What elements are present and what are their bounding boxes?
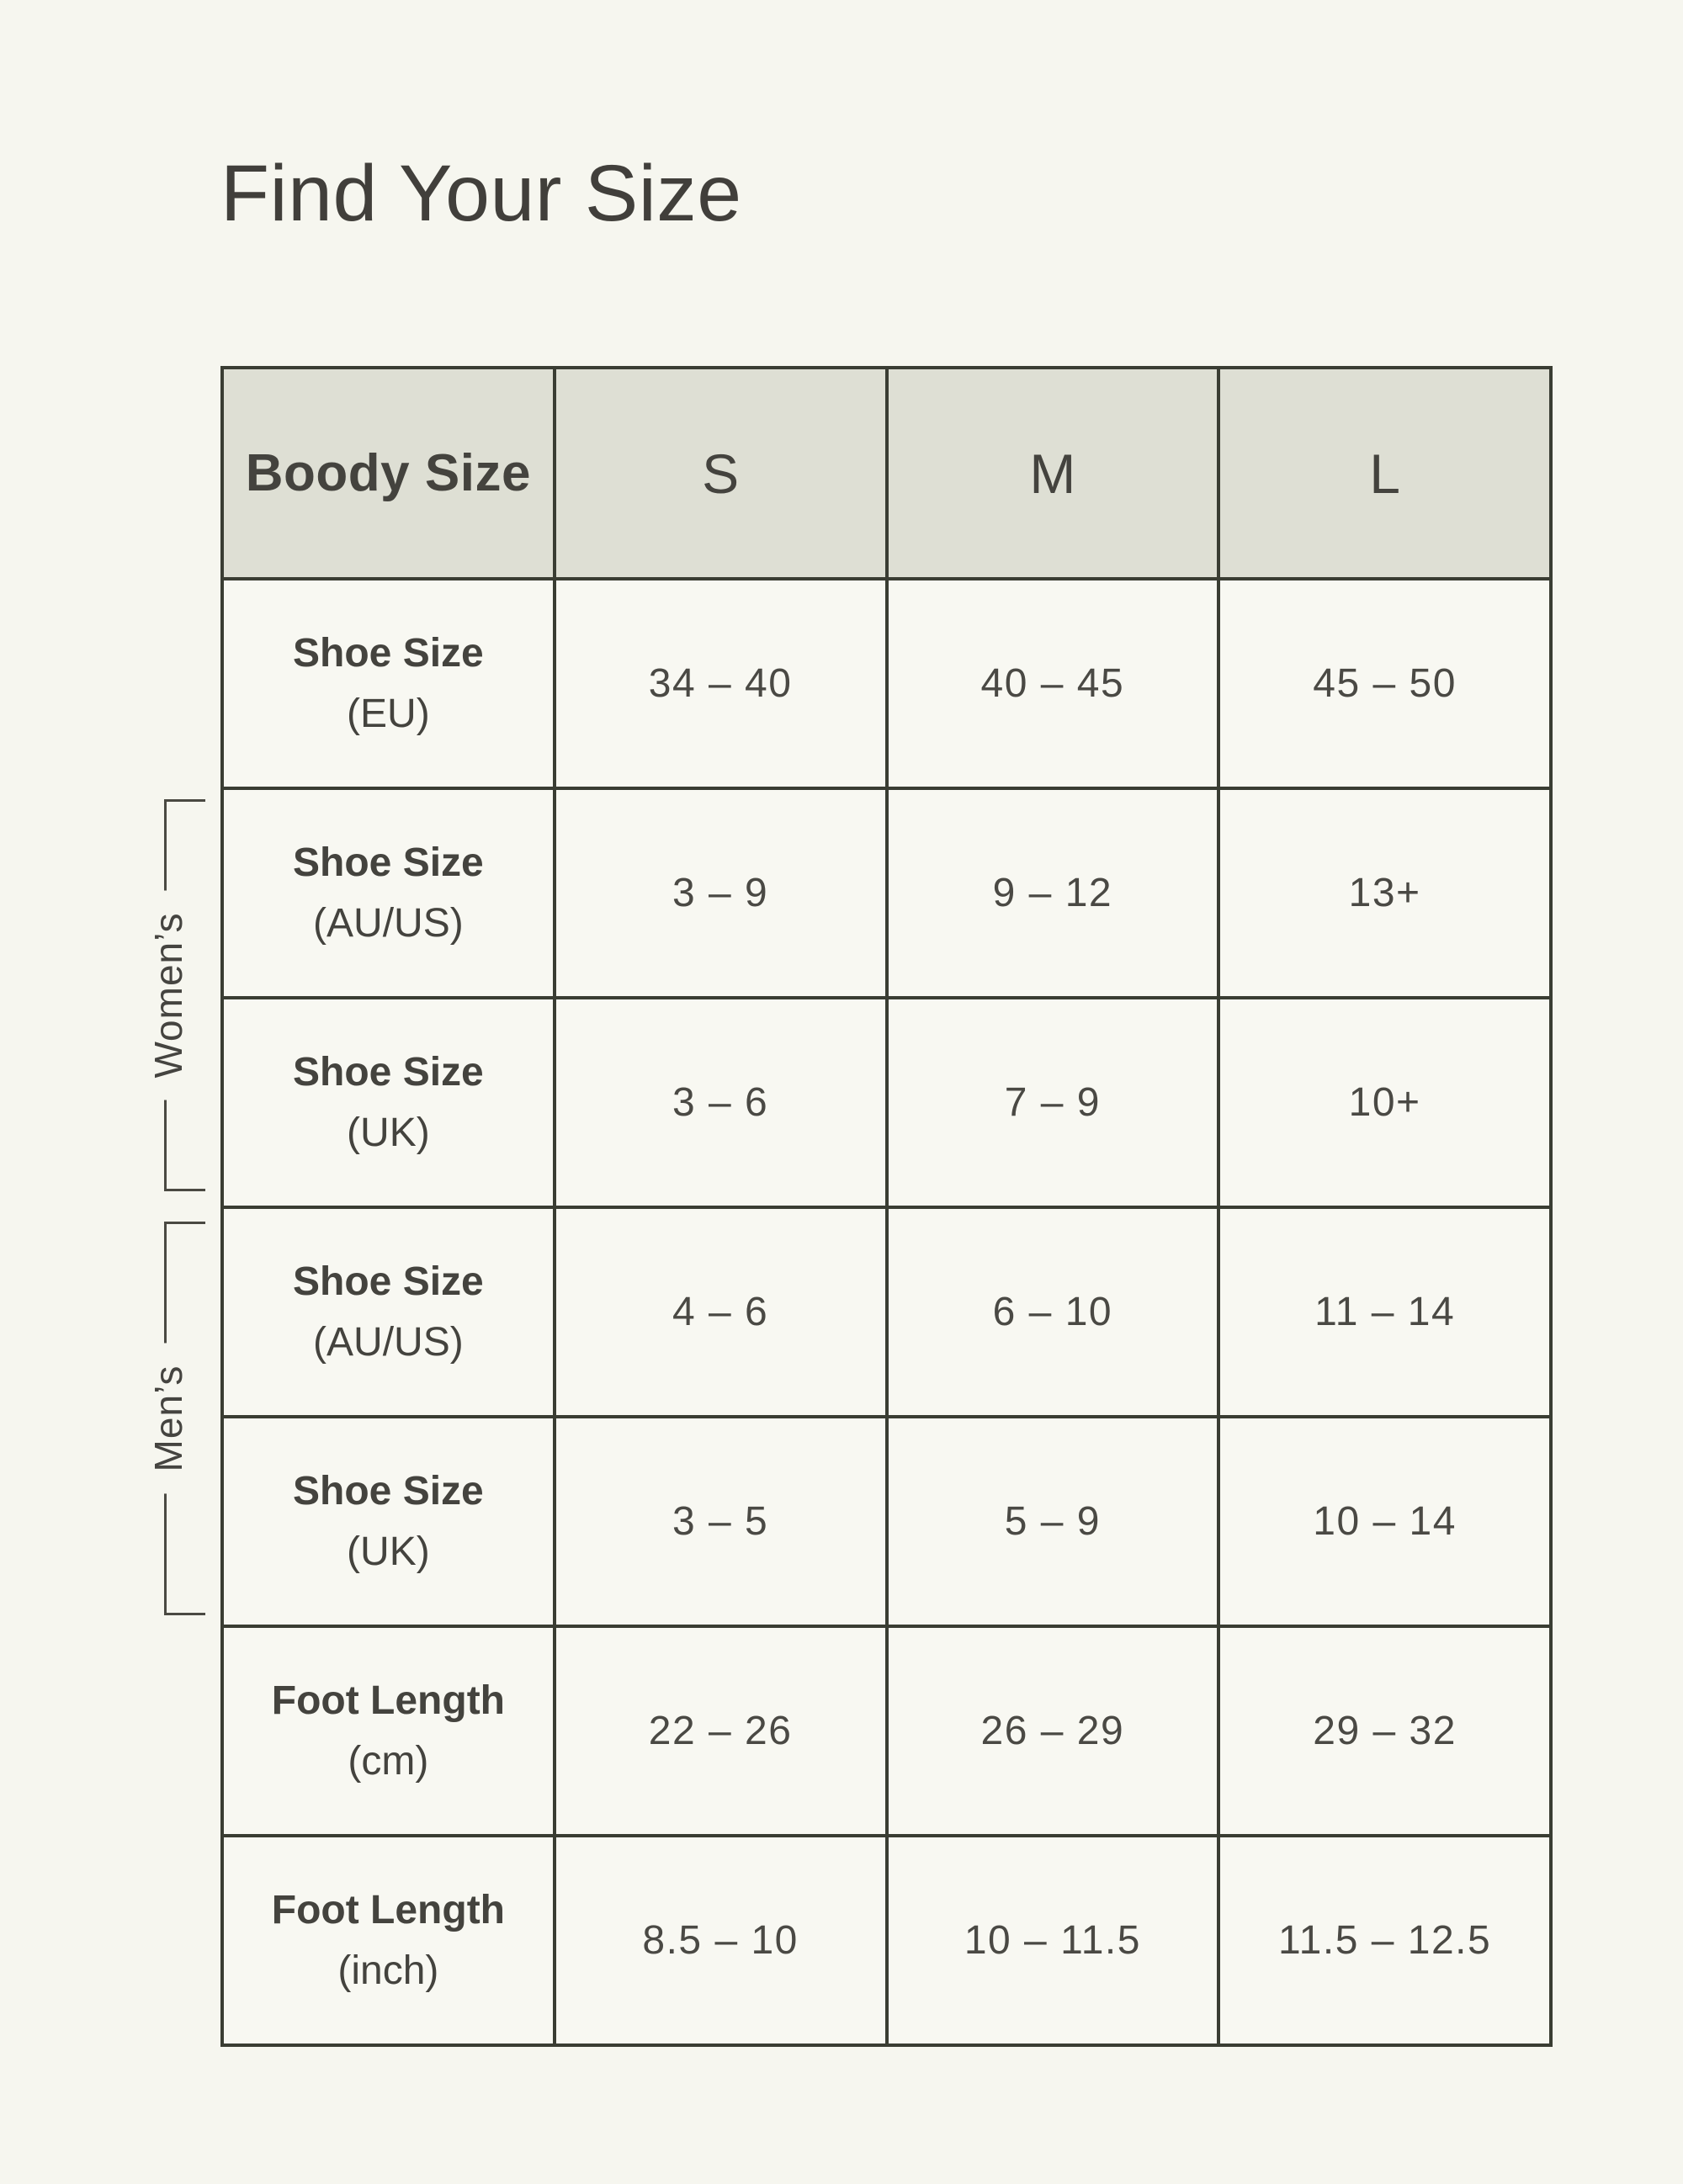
table-row-shoe-size-uk-womens: Shoe Size (UK) 3 – 6 7 – 9 10+ [220,996,1553,1209]
cell-mens-au-us-s: 4 – 6 [552,1206,889,1418]
cell-mens-au-us-l: 11 – 14 [1217,1206,1553,1418]
row-label-shoe-size-au-us-mens: Shoe Size (AU/US) [220,1206,556,1418]
row-label-text: Shoe Size [293,1468,484,1513]
row-label-text: Foot Length [271,1887,505,1932]
row-label-text: Shoe Size [293,1049,484,1095]
cell-eu-m: 40 – 45 [884,577,1221,790]
table-row-foot-length-inch: Foot Length (inch) 8.5 – 10 10 – 11.5 11… [220,1834,1553,2047]
row-label-shoe-size-au-us-womens: Shoe Size (AU/US) [220,787,556,999]
cell-foot-cm-m: 26 – 29 [884,1625,1221,1837]
row-label-text: Shoe Size [293,1259,484,1304]
header-size-s: S [552,366,889,580]
mens-group-label: Men’s [142,1343,194,1494]
mens-group-bracket: Men’s [142,1222,205,1615]
cell-foot-inch-s: 8.5 – 10 [552,1834,889,2047]
header-boody-size: Boody Size [220,366,556,580]
cell-womens-au-us-l: 13+ [1217,787,1553,999]
row-label-foot-length-inch: Foot Length (inch) [220,1834,556,2047]
row-sublabel-text: (cm) [348,1738,429,1784]
row-sublabel-text: (AU/US) [313,900,464,946]
table-row-shoe-size-au-us-womens: Shoe Size (AU/US) 3 – 9 9 – 12 13+ [220,787,1553,999]
table-row-shoe-size-au-us-mens: Shoe Size (AU/US) 4 – 6 6 – 10 11 – 14 [220,1206,1553,1418]
row-sublabel-text: (inch) [337,1948,439,1993]
table-row-shoe-size-eu: Shoe Size (EU) 34 – 40 40 – 45 45 – 50 [220,577,1553,790]
cell-womens-uk-s: 3 – 6 [552,996,889,1209]
table-row-foot-length-cm: Foot Length (cm) 22 – 26 26 – 29 29 – 32 [220,1625,1553,1837]
cell-eu-s: 34 – 40 [552,577,889,790]
header-size-m: M [884,366,1221,580]
page-title: Find Your Size [220,149,742,238]
womens-group-label: Women’s [142,890,194,1100]
cell-foot-cm-s: 22 – 26 [552,1625,889,1837]
cell-womens-uk-m: 7 – 9 [884,996,1221,1209]
row-sublabel-text: (AU/US) [313,1319,464,1365]
cell-foot-cm-l: 29 – 32 [1217,1625,1553,1837]
womens-group-bracket: Women’s [142,799,205,1191]
row-label-text: Shoe Size [293,630,484,676]
size-table: Boody Size S M L Shoe Size (EU) 34 – 40 … [220,366,1553,2047]
row-label-shoe-size-eu: Shoe Size (EU) [220,577,556,790]
table-row-shoe-size-uk-mens: Shoe Size (UK) 3 – 5 5 – 9 10 – 14 [220,1415,1553,1628]
header-size-l: L [1217,366,1553,580]
cell-mens-au-us-m: 6 – 10 [884,1206,1221,1418]
row-sublabel-text: (UK) [347,1110,430,1155]
size-table-container: Boody Size S M L Shoe Size (EU) 34 – 40 … [220,366,1553,2047]
cell-foot-inch-l: 11.5 – 12.5 [1217,1834,1553,2047]
cell-womens-au-us-m: 9 – 12 [884,787,1221,999]
row-sublabel-text: (UK) [347,1529,430,1574]
row-label-shoe-size-uk-mens: Shoe Size (UK) [220,1415,556,1628]
cell-mens-uk-m: 5 – 9 [884,1415,1221,1628]
row-sublabel-text: (EU) [347,691,430,736]
cell-eu-l: 45 – 50 [1217,577,1553,790]
cell-foot-inch-m: 10 – 11.5 [884,1834,1221,2047]
row-label-text: Shoe Size [293,840,484,885]
row-label-foot-length-cm: Foot Length (cm) [220,1625,556,1837]
cell-mens-uk-l: 10 – 14 [1217,1415,1553,1628]
cell-womens-au-us-s: 3 – 9 [552,787,889,999]
table-header-row: Boody Size S M L [220,366,1553,580]
cell-mens-uk-s: 3 – 5 [552,1415,889,1628]
row-label-text: Foot Length [271,1678,505,1723]
cell-womens-uk-l: 10+ [1217,996,1553,1209]
row-label-shoe-size-uk-womens: Shoe Size (UK) [220,996,556,1209]
